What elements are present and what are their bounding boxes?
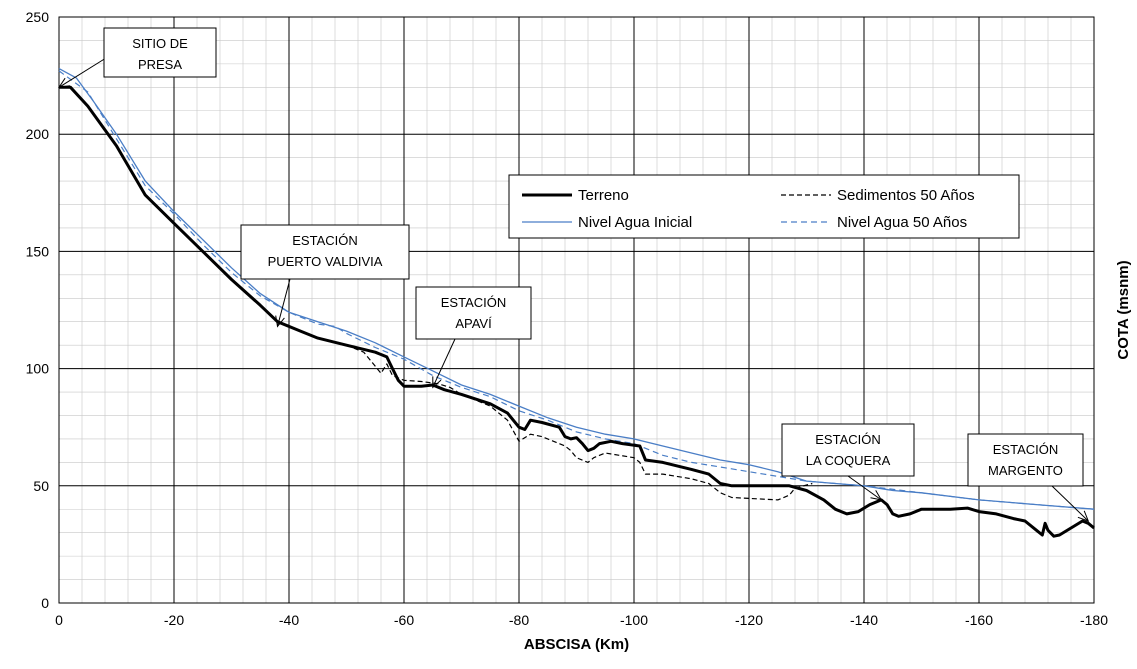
series-line-nivel-agua-50-anos: [58, 70, 1095, 510]
series-layer: [58, 68, 1095, 538]
callout-text: ESTACIÓN: [441, 295, 507, 310]
callout-box: [967, 433, 1084, 487]
callout-text: SITIO DE: [132, 36, 188, 51]
callout-text: PRESA: [138, 57, 182, 72]
callout-arrowhead: [1077, 510, 1090, 522]
callout-leader: [58, 57, 107, 88]
callout-text: APAVÍ: [455, 316, 492, 331]
legend: Terreno Sedimentos 50 Años Nivel Agua Inic…: [508, 174, 1020, 239]
x-tick-label: -60: [394, 612, 414, 628]
callout-leader: [277, 278, 291, 327]
callout-arrowhead: [57, 77, 70, 88]
x-tick-label: -120: [735, 612, 763, 628]
x-tick-label: -80: [509, 612, 529, 628]
callout-text: ESTACIÓN: [993, 442, 1059, 457]
x-axis-ticks: 0 -20 -40 -60 -80 -100 -120 -140 -160 -180: [55, 612, 1108, 628]
x-tick-label: -100: [620, 612, 648, 628]
major-grid: [58, 16, 1095, 604]
callout-arrowhead: [275, 315, 285, 328]
callout-text: LA COQUERA: [806, 453, 891, 468]
y-tick-label: 0: [41, 595, 49, 611]
legend-label: Nivel Agua Inicial: [578, 214, 692, 231]
x-tick-label: 0: [55, 612, 63, 628]
y-tick-label: 50: [33, 478, 49, 494]
y-tick-label: 200: [26, 126, 50, 142]
x-tick-label: -40: [279, 612, 299, 628]
y-tick-label: 150: [26, 243, 50, 259]
x-tick-label: -140: [850, 612, 878, 628]
x-axis-label: ABSCISA (Km): [524, 636, 629, 653]
plot-frame: [58, 16, 1095, 604]
callout-box: [240, 224, 410, 280]
annotations: SITIO DE PRESA ESTACIÓN PUERTO VALDIVIA ESTA…: [57, 27, 1090, 522]
callout-arrowhead: [870, 490, 883, 501]
callout-box: [415, 286, 532, 340]
legend-label: Sedimentos 50 Años: [837, 187, 975, 204]
legend-label: Nivel Agua 50 Años: [837, 214, 967, 231]
callout-leader: [432, 338, 456, 388]
y-axis-label: COTA (msnm): [1115, 260, 1132, 359]
callout-leader: [1051, 485, 1089, 522]
x-tick-label: -180: [1080, 612, 1108, 628]
callout-text: PUERTO VALDIVIA: [268, 254, 383, 269]
callout-box: [103, 27, 217, 78]
minor-grid: [59, 17, 1094, 603]
legend-box: [508, 174, 1020, 239]
legend-items: Terreno Sedimentos 50 Años Nivel Agua Inic…: [522, 187, 975, 231]
callout-arrowhead: [432, 376, 442, 389]
legend-label: Terreno: [578, 187, 629, 204]
y-axis-ticks: 0 50 100 150 200 250: [26, 9, 50, 611]
callout-text: ESTACIÓN: [815, 432, 881, 447]
series-line-terreno: [59, 85, 1095, 538]
x-tick-label: -160: [965, 612, 993, 628]
callout-text: ESTACIÓN: [292, 233, 358, 248]
x-tick-label: -20: [164, 612, 184, 628]
y-tick-label: 100: [26, 361, 50, 377]
y-tick-label: 250: [26, 9, 50, 25]
callout-text: MARGENTO: [988, 463, 1063, 478]
callout-leader: [847, 475, 882, 501]
callout-box: [781, 423, 915, 477]
